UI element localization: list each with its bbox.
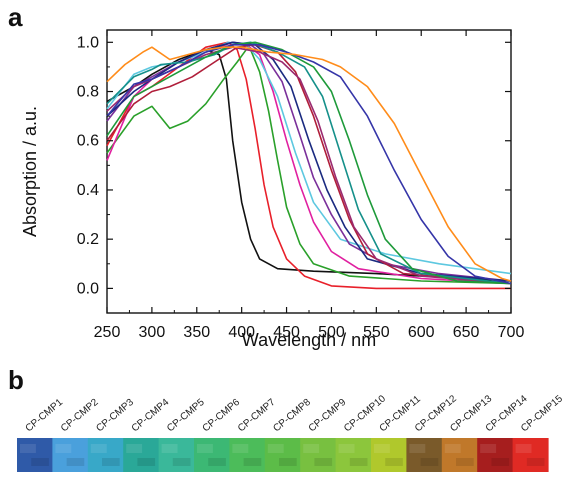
color-swatch [300,438,337,472]
x-tick-label: 400 [228,324,255,341]
x-tick-label: 250 [94,324,121,341]
y-tick-label: 1.0 [77,34,99,51]
x-axis-title: Wavelength / nm [242,330,376,350]
series-line-11 [106,41,512,285]
color-swatch [194,438,230,472]
series-line-1 [106,48,512,282]
axes: 250 300 350 400 450 500 550 600 650 700 0.0 0.2 0.4 0… [20,30,524,350]
plot-frame [106,29,512,314]
color-swatch-strip: CP-CMP1CP-CMP2CP-CMP3CP-CMP4CP-CMP5CP-CM… [17,393,565,472]
swatch-texture [456,458,474,466]
swatch-label: CP-CMP2 [59,397,101,435]
color-swatch [264,438,301,472]
swatch-texture [172,458,191,466]
swatch-texture [55,444,72,453]
x-tick-label: 350 [183,324,210,341]
color-swatch [335,438,372,472]
swatch-texture [409,444,426,453]
swatch-texture [279,458,297,466]
color-swatch [406,438,443,472]
y-tick-label: 0.8 [77,84,99,101]
swatch-texture [232,444,249,453]
swatch-texture [349,458,368,466]
color-swatch [512,438,549,472]
y-tick-label: 0.6 [77,133,99,150]
swatch-texture [338,444,355,453]
series-line-10 [106,41,512,285]
swatch-label: CP-CMP1 [24,397,66,435]
swatch-texture [480,444,497,453]
swatch-label: CP-CMP9 [307,397,349,435]
color-swatch [371,438,407,472]
swatch-texture [515,444,532,453]
y-axis-title: Absorption / a.u. [20,106,40,237]
x-tick-label: 600 [408,324,435,341]
swatch-label: CP-CMP7 [236,397,278,435]
series-line-7 [106,41,512,282]
swatch-texture [137,458,156,466]
swatch-texture [385,458,403,466]
series-line-2 [106,41,511,290]
x-tick-label: 700 [498,324,525,341]
swatch-texture [161,444,178,453]
swatch-label: CP-CMP4 [130,397,172,435]
swatch-texture [444,444,461,453]
swatch-texture [20,444,36,453]
swatch-label: CP-CMP5 [165,397,207,435]
color-swatch [158,438,195,472]
color-swatch [52,438,89,472]
color-swatch [17,438,53,472]
color-swatch [441,438,478,472]
color-swatch [123,438,160,472]
y-tick-label: 0.4 [77,182,99,199]
spectra-lines [106,41,512,290]
y-tick-label: 0.0 [77,280,99,297]
swatch-texture [197,444,213,453]
swatch-texture [314,458,333,466]
swatch-texture [126,444,143,453]
swatch-texture [303,444,320,453]
y-tick-label: 0.2 [77,231,99,248]
swatch-texture [243,458,262,466]
x-tick-label: 550 [363,324,390,341]
series-line-12 [106,44,512,285]
panel-label-b: b [8,365,24,395]
swatch-texture [267,444,284,453]
plot-area [106,29,512,314]
color-swatch [87,438,124,472]
swatch-label: CP-CMP3 [94,397,136,435]
panel-label-a: a [8,2,23,32]
swatch-texture [66,458,85,466]
color-swatch [477,438,514,472]
swatch-texture [526,458,545,466]
swatch-texture [420,458,439,466]
x-tick-label: 500 [318,324,345,341]
swatch-texture [208,458,226,466]
x-tick-label: 450 [273,324,300,341]
swatch-texture [491,458,510,466]
x-tick-label: 300 [139,324,166,341]
swatch-texture [374,444,390,453]
swatch-texture [31,458,49,466]
series-line-13 [106,46,512,282]
color-swatch [229,438,266,472]
swatch-label: CP-CMP8 [271,397,313,435]
x-tick-label: 650 [453,324,480,341]
swatch-texture [102,458,120,466]
swatch-texture [90,444,107,453]
swatch-label: CP-CMP6 [201,397,243,435]
